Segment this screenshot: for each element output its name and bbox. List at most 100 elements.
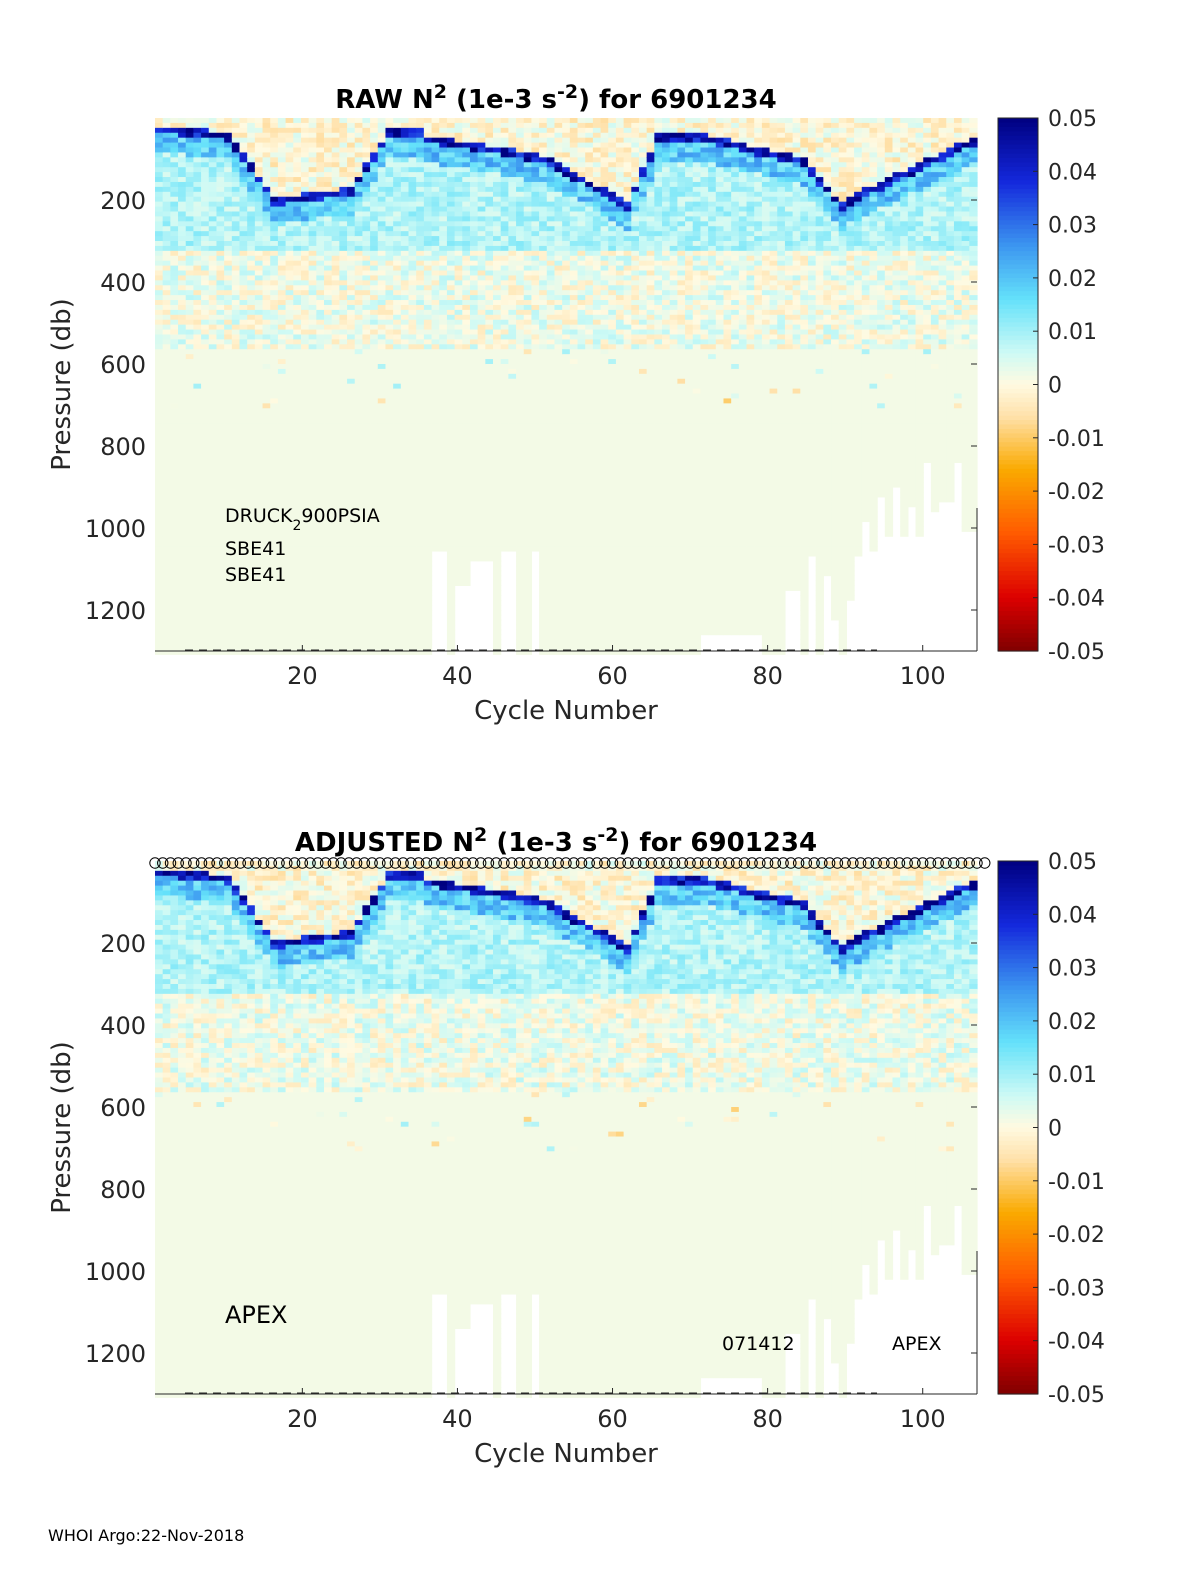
heatmap-cell xyxy=(224,443,232,449)
heatmap-cell xyxy=(170,428,178,434)
heatmap-cell xyxy=(224,394,232,400)
heatmap-cell xyxy=(240,413,248,419)
heatmap-cell xyxy=(209,640,217,646)
heatmap-cell xyxy=(155,310,163,316)
heatmap-cell xyxy=(247,152,255,158)
heatmap-cell xyxy=(178,187,186,193)
heatmap-cell xyxy=(170,576,178,582)
heatmap-cell xyxy=(247,143,255,149)
heatmap-cell xyxy=(193,330,201,336)
heatmap-cell xyxy=(247,256,255,262)
heatmap-cell xyxy=(170,551,178,557)
heatmap-cell xyxy=(170,649,178,655)
heatmap-cell xyxy=(170,290,178,296)
heatmap-cell xyxy=(232,197,240,203)
heatmap-cell xyxy=(209,438,217,444)
heatmap-cell xyxy=(193,300,201,306)
heatmap-cell xyxy=(186,187,194,193)
heatmap-cell xyxy=(216,590,224,596)
heatmap-cell xyxy=(201,541,209,547)
heatmap-cell xyxy=(163,325,171,331)
heatmap-cell xyxy=(232,605,240,611)
heatmap-cell xyxy=(170,216,178,222)
heatmap-cell xyxy=(224,413,232,419)
heatmap-cell xyxy=(163,644,171,650)
heatmap-cell xyxy=(232,325,240,331)
heatmap-cell xyxy=(240,143,248,149)
heatmap-cell xyxy=(186,339,194,345)
heatmap-cell xyxy=(193,600,201,606)
heatmap-cell xyxy=(216,546,224,552)
heatmap-cell xyxy=(193,580,201,586)
heatmap-cell xyxy=(216,325,224,331)
heatmap-cell xyxy=(170,320,178,326)
heatmap-cell xyxy=(201,556,209,562)
heatmap-cell xyxy=(255,148,263,154)
heatmap-cell xyxy=(232,595,240,601)
heatmap-cell xyxy=(209,487,217,493)
heatmap-cell xyxy=(163,280,171,286)
heatmap-cell xyxy=(178,403,186,409)
heatmap-cell xyxy=(163,438,171,444)
heatmap-cell xyxy=(255,600,263,606)
heatmap-cell xyxy=(240,477,248,483)
heatmap-cell xyxy=(201,620,209,626)
heatmap-cell xyxy=(247,202,255,208)
heatmap-cell xyxy=(232,143,240,149)
heatmap-cell xyxy=(186,256,194,262)
heatmap-cell xyxy=(240,192,248,198)
heatmap-cell xyxy=(193,630,201,636)
heatmap-cell xyxy=(209,517,217,523)
heatmap-cell xyxy=(232,167,240,173)
heatmap-cell xyxy=(255,138,263,144)
heatmap-cell xyxy=(224,148,232,154)
heatmap-cell xyxy=(209,625,217,631)
heatmap-cell xyxy=(163,512,171,518)
heatmap-cell xyxy=(170,261,178,267)
heatmap-cell xyxy=(216,561,224,567)
heatmap-cell xyxy=(263,211,271,217)
heatmap-cell xyxy=(232,384,240,390)
heatmap-cell xyxy=(170,610,178,616)
heatmap-cell xyxy=(216,482,224,488)
heatmap-cell xyxy=(178,482,186,488)
heatmap-cell xyxy=(201,157,209,163)
heatmap-cell xyxy=(201,526,209,532)
heatmap-cell xyxy=(247,251,255,257)
heatmap-cell xyxy=(170,625,178,631)
heatmap-cell xyxy=(201,640,209,646)
heatmap-cell xyxy=(155,443,163,449)
heatmap-cell xyxy=(193,443,201,449)
heatmap-cell xyxy=(163,118,171,124)
heatmap-cell xyxy=(155,202,163,208)
heatmap-cell xyxy=(247,590,255,596)
heatmap-cell xyxy=(216,457,224,463)
heatmap-cell xyxy=(186,177,194,183)
heatmap-cell xyxy=(216,187,224,193)
heatmap-cell xyxy=(232,590,240,596)
heatmap-cell xyxy=(255,325,263,331)
heatmap-cell xyxy=(201,477,209,483)
heatmap-cell xyxy=(155,344,163,350)
heatmap-cell xyxy=(232,418,240,424)
heatmap-cell xyxy=(247,394,255,400)
heatmap-cell xyxy=(201,561,209,567)
heatmap-cell xyxy=(155,453,163,459)
heatmap-cell xyxy=(155,128,163,134)
heatmap-cell xyxy=(216,571,224,577)
heatmap-cell xyxy=(209,526,217,532)
heatmap-cell xyxy=(240,487,248,493)
heatmap-cell xyxy=(178,280,186,286)
heatmap-cell xyxy=(255,374,263,380)
heatmap-cell xyxy=(224,339,232,345)
heatmap-cell xyxy=(224,364,232,370)
heatmap-cell xyxy=(232,118,240,124)
heatmap-cell xyxy=(209,197,217,203)
heatmap-cell xyxy=(240,310,248,316)
heatmap-cell xyxy=(209,384,217,390)
heatmap-cell xyxy=(240,590,248,596)
heatmap-cell xyxy=(163,349,171,355)
heatmap-cell xyxy=(255,216,263,222)
heatmap-cell xyxy=(224,310,232,316)
heatmap-cell xyxy=(186,507,194,513)
